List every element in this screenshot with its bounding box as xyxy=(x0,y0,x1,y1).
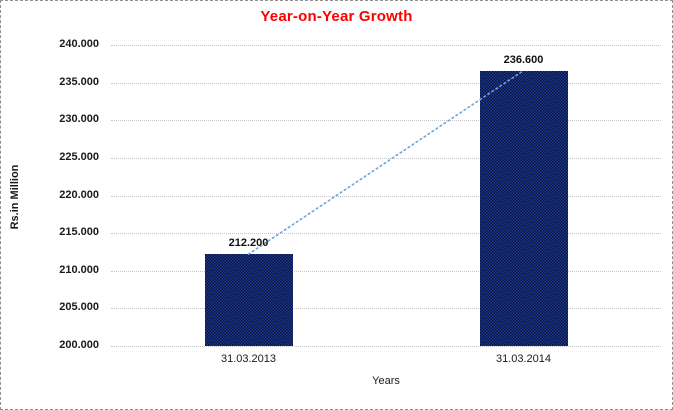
y-gridline xyxy=(111,120,661,122)
data-label: 236.600 xyxy=(503,53,544,66)
y-gridline xyxy=(111,308,661,310)
x-axis-title: Years xyxy=(372,375,400,387)
chart-title: Year-on-Year Growth xyxy=(260,8,413,25)
y-gridline xyxy=(111,233,661,235)
y-gridline xyxy=(111,195,661,197)
y-gridline xyxy=(111,82,661,84)
y-tick-label: 235.000 xyxy=(59,75,99,88)
bar-31.03.2014 xyxy=(479,70,568,346)
y-tick-label: 215.000 xyxy=(59,226,99,239)
y-tick-label: 210.000 xyxy=(59,263,99,276)
trendline-segment xyxy=(247,69,525,255)
bar-31.03.2013 xyxy=(204,254,293,346)
y-gridline xyxy=(111,270,661,272)
x-tick-label: 31.03.2013 xyxy=(220,353,277,365)
y-tick-label: 220.000 xyxy=(59,188,99,201)
y-gridline xyxy=(111,346,661,347)
y-tick-label: 225.000 xyxy=(59,150,99,163)
data-label: 212.200 xyxy=(228,237,269,250)
y-tick-label: 205.000 xyxy=(59,301,99,314)
y-gridline xyxy=(111,45,661,46)
plot-area: 212.200 236.600 xyxy=(111,45,661,347)
y-tick-label: 240.000 xyxy=(59,38,99,50)
x-tick-label: 31.03.2014 xyxy=(495,353,552,365)
y-tick-label: 230.000 xyxy=(59,113,99,126)
y-tick-label: 200.000 xyxy=(59,339,99,351)
y-gridline xyxy=(111,157,661,159)
trendline xyxy=(247,69,525,255)
